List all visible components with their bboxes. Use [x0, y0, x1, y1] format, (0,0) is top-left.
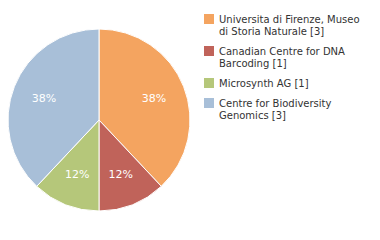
legend-label-line: Microsynth AG [1]: [219, 78, 309, 89]
data-label: 12%: [109, 168, 133, 181]
legend-label-line: di Storia Naturale [3]: [219, 26, 324, 37]
chart: 38% 12% 12% 38% Universita di Firenze, Museo…: [0, 0, 380, 240]
legend-swatch: [204, 78, 214, 88]
legend-item: Microsynth AG [1]: [204, 78, 309, 89]
data-label: 38%: [32, 92, 56, 105]
legend-swatch: [204, 46, 214, 56]
legend-item: Universita di Firenze, Museodi Storia Na…: [204, 14, 360, 37]
pie-slice: [8, 29, 99, 186]
legend-swatch: [204, 98, 214, 108]
legend-swatch: [204, 14, 214, 24]
legend-label: Canadian Centre for DNABarcoding [1]: [219, 46, 345, 69]
legend-label-line: Universita di Firenze, Museo: [219, 14, 360, 25]
legend-label: Universita di Firenze, Museodi Storia Na…: [219, 14, 360, 37]
legend-label-line: Barcoding [1]: [219, 58, 287, 69]
data-label: 38%: [142, 92, 166, 105]
legend-label-line: Canadian Centre for DNA: [219, 46, 345, 57]
legend-label-line: Centre for Biodiversity: [219, 98, 332, 109]
pie: [8, 29, 190, 211]
legend-label-line: Genomics [3]: [219, 110, 286, 121]
legend-label: Centre for BiodiversityGenomics [3]: [219, 98, 332, 121]
legend-item: Canadian Centre for DNABarcoding [1]: [204, 46, 345, 69]
pie-slice: [99, 120, 161, 211]
legend-label: Microsynth AG [1]: [219, 78, 309, 89]
legend: Universita di Firenze, Museodi Storia Na…: [204, 14, 360, 121]
legend-item: Centre for BiodiversityGenomics [3]: [204, 98, 332, 121]
data-label: 12%: [65, 168, 89, 181]
data-labels: 38% 12% 12% 38%: [32, 92, 166, 182]
